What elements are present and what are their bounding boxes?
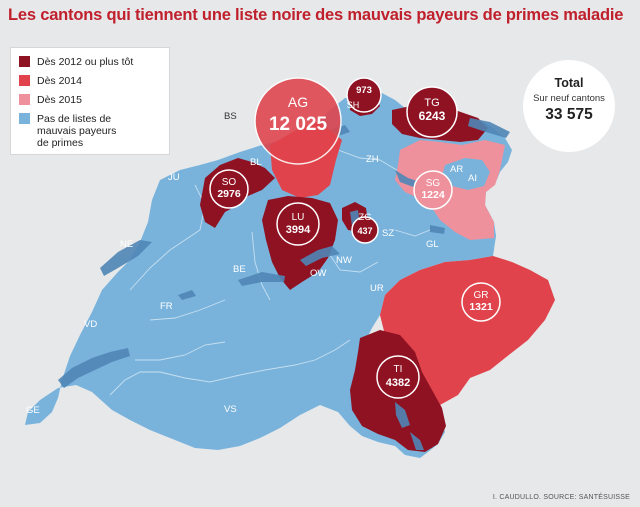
- legend-label: Dès 2012 ou plus tôt: [37, 56, 134, 68]
- canton-label-sz: SZ: [382, 228, 394, 239]
- canton-ar-ai-shape: [442, 158, 490, 190]
- map-legend: Dès 2012 ou plus tôt Dès 2014 Dès 2015 P…: [10, 47, 170, 155]
- canton-value-ag: 12 025: [269, 114, 328, 135]
- total-value: 33 575: [545, 106, 593, 123]
- legend-swatch: [19, 56, 30, 67]
- canton-label-bl: BL: [250, 157, 262, 168]
- legend-item-2014: Dès 2014: [19, 75, 157, 87]
- total-title: Total: [554, 76, 584, 90]
- canton-label-nw: NW: [336, 255, 352, 266]
- total-badge: Total Sur neuf cantons 33 575: [523, 60, 615, 152]
- canton-code-sh: SH: [347, 100, 360, 110]
- canton-bubble-ti: TI 4382: [376, 355, 420, 399]
- canton-code-so: SO: [222, 177, 237, 188]
- canton-code-ti: TI: [394, 364, 403, 375]
- canton-value-zg: 437: [357, 226, 372, 236]
- canton-value-gr: 1321: [469, 301, 493, 313]
- canton-value-lu: 3994: [286, 224, 311, 236]
- legend-item-2012: Dès 2012 ou plus tôt: [19, 56, 157, 68]
- canton-label-ju: JU: [168, 172, 180, 183]
- canton-value-sh: 973: [356, 85, 372, 96]
- canton-code-sg: SG: [426, 178, 441, 189]
- canton-bubble-tg: TG 6243: [406, 86, 458, 138]
- canton-value-so: 2976: [217, 188, 241, 200]
- canton-bubble-gr: GR 1321: [461, 282, 501, 322]
- canton-label-ne: NE: [120, 239, 133, 250]
- canton-label-gl: GL: [426, 239, 439, 250]
- canton-label-be: BE: [233, 264, 246, 275]
- canton-label-ai: AI: [468, 173, 477, 184]
- canton-label-vs: VS: [224, 404, 237, 415]
- canton-label-ow: OW: [310, 268, 326, 279]
- legend-label: Dès 2014: [37, 75, 82, 87]
- legend-swatch: [19, 75, 30, 86]
- legend-swatch: [19, 94, 30, 105]
- canton-bubble-so: SO 2976: [209, 169, 249, 209]
- legend-label: Dès 2015: [37, 94, 82, 106]
- canton-bubble-zg: ZG 437: [351, 212, 379, 244]
- legend-swatch: [19, 113, 30, 124]
- canton-code-gr: GR: [474, 290, 489, 301]
- canton-bubble-sg: SG 1224: [413, 170, 453, 210]
- canton-label-fr: FR: [160, 301, 173, 312]
- canton-bubble-ag: AG 12 025: [254, 77, 342, 165]
- canton-label-ge: GE: [26, 405, 40, 416]
- canton-code-lu: LU: [292, 212, 305, 223]
- canton-value-tg: 6243: [419, 109, 446, 123]
- canton-label-vd: VD: [84, 319, 97, 330]
- legend-item-none: Pas de listes de mauvais payeurs de prim…: [19, 113, 127, 149]
- canton-code-ag: AG: [288, 94, 308, 110]
- canton-value-sg: 1224: [421, 189, 445, 201]
- canton-label-ar: AR: [450, 164, 463, 175]
- canton-code-zg: ZG: [358, 212, 371, 223]
- canton-label-ur: UR: [370, 283, 384, 294]
- total-subtitle: Sur neuf cantons: [533, 93, 605, 104]
- legend-item-2015: Dès 2015: [19, 94, 157, 106]
- canton-gr-shape: [380, 256, 555, 405]
- canton-code-tg: TG: [424, 97, 439, 109]
- source-credit: I. CAUDULLO. SOURCE: SANTÉSUISSE: [492, 494, 630, 501]
- canton-label-bs: BS: [224, 111, 237, 122]
- map-title: Les cantons qui tiennent une liste noire…: [8, 6, 624, 24]
- canton-bubble-lu: LU 3994: [276, 202, 320, 246]
- canton-label-zh: ZH: [366, 154, 379, 165]
- canton-bubble-sh: 973 SH: [346, 77, 382, 113]
- legend-label: Pas de listes de mauvais payeurs de prim…: [37, 113, 117, 149]
- canton-value-ti: 4382: [386, 377, 410, 389]
